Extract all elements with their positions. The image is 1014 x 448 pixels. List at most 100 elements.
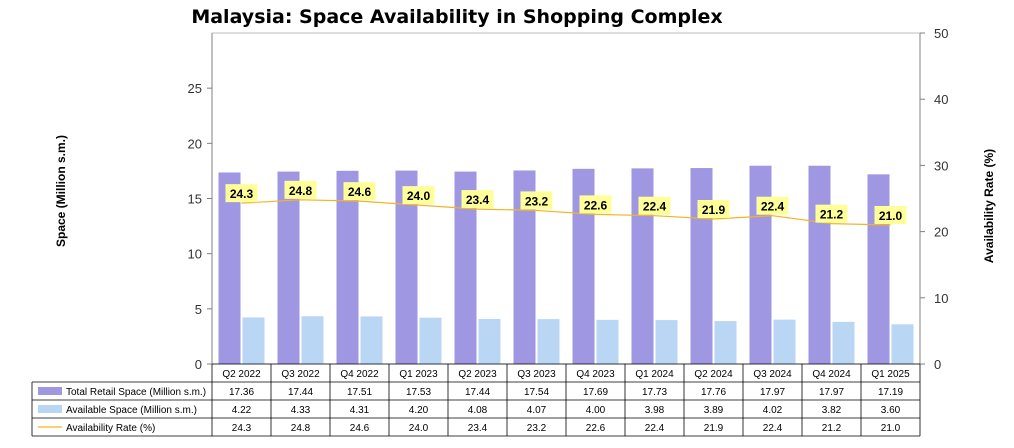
bar-available-space (596, 319, 619, 364)
table-cell-value: 17.19 (878, 387, 903, 398)
category-label: Q3 2023 (517, 369, 556, 380)
rate-label-box (579, 195, 612, 214)
y-tick-label: 20 (188, 136, 202, 151)
rate-label-box (343, 182, 376, 201)
table-cell-value: 4.22 (232, 405, 252, 416)
table-cell-value: 17.36 (229, 387, 254, 398)
bar-available-space (773, 319, 796, 364)
table-cell-value: 17.44 (288, 387, 313, 398)
y-tick-label: 10 (188, 247, 202, 262)
y2-axis-title: Availability Rate (%) (982, 149, 996, 263)
rate-label-box (520, 191, 553, 210)
legend-key-total-retail-space (38, 387, 62, 395)
y-tick-label: 0 (195, 357, 202, 372)
table-cell-value: 23.4 (468, 423, 488, 434)
category-label: Q4 2023 (576, 369, 615, 380)
table-cell-value: 4.20 (409, 405, 429, 416)
bar-available-space (360, 316, 383, 364)
table-cell-value: 22.4 (645, 423, 665, 434)
bar-total-retail-space (218, 172, 241, 364)
table-cell-value: 17.97 (819, 387, 844, 398)
y-tick-label: 25 (188, 81, 202, 96)
bar-total-retail-space (631, 168, 654, 364)
category-label: Q1 2023 (399, 369, 438, 380)
bar-available-space (655, 320, 678, 364)
category-label: Q1 2025 (871, 369, 910, 380)
rate-label-box (461, 190, 494, 209)
rate-label-box (225, 184, 258, 203)
rate-data-label: 24.8 (289, 184, 313, 198)
category-label: Q2 2022 (222, 369, 261, 380)
bar-available-space (891, 324, 914, 364)
bar-total-retail-space (690, 168, 713, 364)
table-cell-value: 22.6 (586, 423, 606, 434)
rate-data-label: 21.2 (820, 208, 844, 222)
bar-available-space (714, 321, 737, 364)
table-cell-value: 21.2 (822, 423, 842, 434)
table-cell-value: 17.69 (583, 387, 608, 398)
table-cell-value: 17.53 (406, 387, 431, 398)
table-cell-value: 17.54 (524, 387, 549, 398)
table-cell-value: 17.76 (701, 387, 726, 398)
table-cell-value: 3.82 (822, 405, 842, 416)
table-cell-value: 24.0 (409, 423, 429, 434)
bar-total-retail-space (867, 174, 890, 364)
bar-total-retail-space (808, 165, 831, 364)
legend-key-available-space (38, 405, 62, 413)
rate-data-label: 22.6 (584, 198, 608, 212)
rate-label-box (284, 180, 317, 199)
table-cell-value: 17.73 (642, 387, 667, 398)
rate-data-label: 24.0 (407, 189, 431, 203)
table-cell-value: 3.60 (881, 405, 901, 416)
table-cell-value: 24.6 (350, 423, 370, 434)
y2-tick-label: 20 (934, 225, 948, 240)
table-cell-value: 24.8 (291, 423, 311, 434)
rate-data-label: 22.4 (643, 200, 667, 214)
table-cell-value: 17.97 (760, 387, 785, 398)
rate-label-box (402, 186, 435, 205)
bar-available-space (301, 316, 324, 364)
rate-label-box (697, 200, 730, 219)
category-label: Q4 2022 (340, 369, 379, 380)
category-label: Q2 2023 (458, 369, 497, 380)
y2-tick-label: 40 (934, 92, 948, 107)
availability-rate-line (241, 199, 891, 226)
table-cell-value: 4.33 (291, 405, 311, 416)
category-label: Q4 2024 (812, 369, 851, 380)
table-cell-value: 23.2 (527, 423, 547, 434)
rate-label-box (874, 205, 907, 224)
legend-label: Available Space (Million s.m.) (66, 405, 197, 416)
table-cell-value: 21.9 (704, 423, 724, 434)
table-cell-value: 4.08 (468, 405, 488, 416)
rate-data-label: 21.0 (879, 209, 903, 223)
y-tick-label: 5 (195, 302, 202, 317)
bar-available-space (832, 321, 855, 364)
bar-total-retail-space (749, 165, 772, 364)
bar-total-retail-space (395, 170, 418, 364)
table-cell-value: 4.07 (527, 405, 547, 416)
rate-label-box (638, 196, 671, 215)
bar-available-space (537, 319, 560, 364)
rate-data-label: 24.6 (348, 185, 372, 199)
y-tick-label: 15 (188, 192, 202, 207)
y2-tick-label: 50 (934, 26, 948, 41)
plot-area: 0 5 10 15 20 25 0 10 20 30 40 50 24.3 24.8 24.6 24.0 23.… (31, 26, 948, 437)
y2-tick-label: 10 (934, 291, 948, 306)
bar-total-retail-space (513, 170, 536, 364)
table-cell-value: 3.98 (645, 405, 665, 416)
rate-data-label: 22.4 (761, 200, 785, 214)
table-cell-value: 3.89 (704, 405, 724, 416)
table-cell-value: 4.02 (763, 405, 783, 416)
y2-tick-label: 30 (934, 158, 948, 173)
bar-total-retail-space (454, 171, 477, 364)
rate-label-box (815, 204, 848, 223)
rate-label-box (756, 196, 789, 215)
legend-label: Availability Rate (%) (66, 423, 155, 434)
y2-tick-label: 0 (934, 357, 941, 372)
rate-data-label: 23.4 (466, 193, 490, 207)
bar-total-retail-space (572, 168, 595, 364)
bar-total-retail-space (277, 171, 300, 364)
legend-label: Total Retail Space (Million s.m.) (66, 387, 206, 398)
category-label: Q3 2022 (281, 369, 320, 380)
table-cell-value: 24.3 (232, 423, 252, 434)
